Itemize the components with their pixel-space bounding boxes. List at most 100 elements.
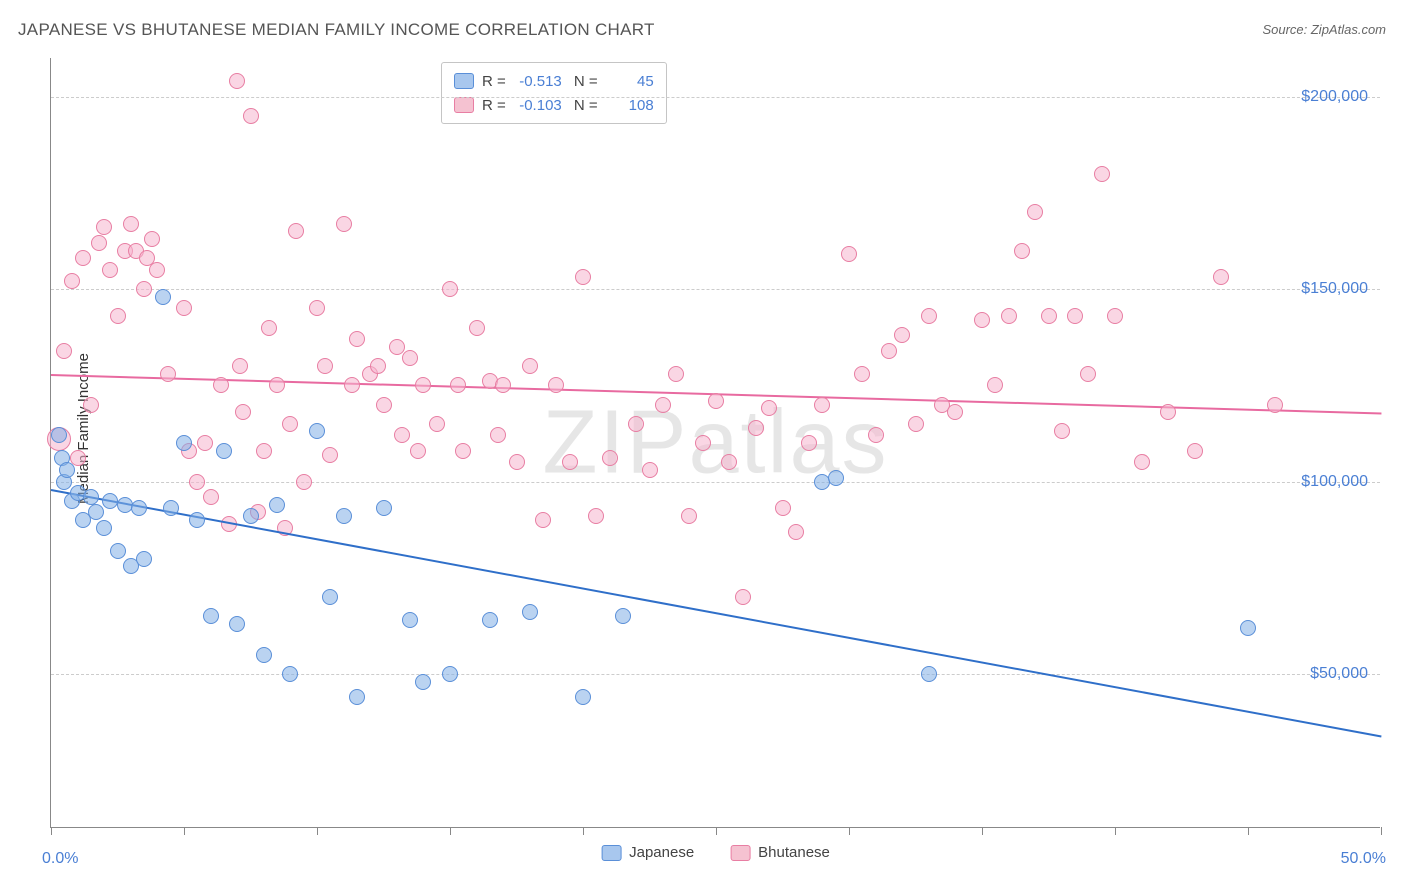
legend-row-japanese: R = -0.513 N = 45 <box>454 69 654 93</box>
data-point-bhutanese <box>509 454 525 470</box>
n-label: N = <box>570 97 598 114</box>
y-tick-label: $200,000 <box>1301 88 1368 106</box>
source-attribution: Source: ZipAtlas.com <box>1262 22 1386 37</box>
data-point-bhutanese <box>908 416 924 432</box>
data-point-bhutanese <box>296 474 312 490</box>
legend-label-bhutanese: Bhutanese <box>758 844 830 861</box>
data-point-bhutanese <box>442 281 458 297</box>
data-point-bhutanese <box>415 377 431 393</box>
legend-item-japanese: Japanese <box>601 844 694 861</box>
data-point-bhutanese <box>402 350 418 366</box>
data-point-bhutanese <box>1094 166 1110 182</box>
data-point-bhutanese <box>735 589 751 605</box>
n-label: N = <box>570 73 598 90</box>
data-point-bhutanese <box>1014 243 1030 259</box>
data-point-bhutanese <box>1080 366 1096 382</box>
data-point-japanese <box>155 289 171 305</box>
data-point-japanese <box>88 504 104 520</box>
n-value-japanese: 45 <box>606 73 654 90</box>
data-point-japanese <box>96 520 112 536</box>
data-point-japanese <box>376 500 392 516</box>
data-point-bhutanese <box>788 524 804 540</box>
data-point-bhutanese <box>203 489 219 505</box>
data-point-bhutanese <box>144 231 160 247</box>
data-point-bhutanese <box>628 416 644 432</box>
x-min-label: 0.0% <box>42 850 78 868</box>
data-point-japanese <box>216 443 232 459</box>
data-point-bhutanese <box>495 377 511 393</box>
x-max-label: 50.0% <box>1341 850 1386 868</box>
data-point-bhutanese <box>1160 404 1176 420</box>
chart-container: JAPANESE VS BHUTANESE MEDIAN FAMILY INCO… <box>0 0 1406 892</box>
data-point-bhutanese <box>176 300 192 316</box>
x-tick <box>51 827 52 835</box>
data-point-bhutanese <box>761 400 777 416</box>
data-point-bhutanese <box>921 308 937 324</box>
data-point-bhutanese <box>801 435 817 451</box>
data-point-japanese <box>1240 620 1256 636</box>
data-point-bhutanese <box>974 312 990 328</box>
data-point-bhutanese <box>389 339 405 355</box>
data-point-bhutanese <box>450 377 466 393</box>
x-tick <box>716 827 717 835</box>
data-point-bhutanese <box>322 447 338 463</box>
data-point-bhutanese <box>269 377 285 393</box>
data-point-bhutanese <box>282 416 298 432</box>
data-point-bhutanese <box>83 397 99 413</box>
gridline <box>51 289 1380 290</box>
data-point-japanese <box>256 647 272 663</box>
data-point-bhutanese <box>256 443 272 459</box>
y-tick-label: $150,000 <box>1301 280 1368 298</box>
x-tick <box>450 827 451 835</box>
x-tick <box>1381 827 1382 835</box>
x-tick <box>583 827 584 835</box>
data-point-bhutanese <box>548 377 564 393</box>
data-point-bhutanese <box>102 262 118 278</box>
data-point-japanese <box>402 612 418 628</box>
data-point-bhutanese <box>309 300 325 316</box>
data-point-bhutanese <box>243 108 259 124</box>
data-point-bhutanese <box>588 508 604 524</box>
data-point-bhutanese <box>160 366 176 382</box>
data-point-japanese <box>243 508 259 524</box>
x-tick <box>1248 827 1249 835</box>
y-tick-label: $50,000 <box>1310 665 1368 683</box>
data-point-bhutanese <box>535 512 551 528</box>
data-point-bhutanese <box>455 443 471 459</box>
data-point-bhutanese <box>490 427 506 443</box>
data-point-bhutanese <box>708 393 724 409</box>
data-point-bhutanese <box>894 327 910 343</box>
r-value-japanese: -0.513 <box>514 73 562 90</box>
swatch-bhutanese <box>730 845 750 861</box>
data-point-japanese <box>176 435 192 451</box>
data-point-bhutanese <box>75 250 91 266</box>
data-point-japanese <box>163 500 179 516</box>
x-tick <box>184 827 185 835</box>
data-point-japanese <box>110 543 126 559</box>
x-tick <box>849 827 850 835</box>
data-point-japanese <box>282 666 298 682</box>
data-point-japanese <box>415 674 431 690</box>
data-point-bhutanese <box>748 420 764 436</box>
gridline <box>51 97 1380 98</box>
data-point-bhutanese <box>841 246 857 262</box>
data-point-bhutanese <box>854 366 870 382</box>
data-point-bhutanese <box>1001 308 1017 324</box>
data-point-japanese <box>309 423 325 439</box>
data-point-bhutanese <box>96 219 112 235</box>
data-point-japanese <box>83 489 99 505</box>
series-legend: Japanese Bhutanese <box>601 844 830 861</box>
x-tick <box>317 827 318 835</box>
swatch-bhutanese <box>454 97 474 113</box>
data-point-japanese <box>322 589 338 605</box>
data-point-japanese <box>269 497 285 513</box>
data-point-bhutanese <box>349 331 365 347</box>
swatch-japanese <box>454 73 474 89</box>
data-point-bhutanese <box>1027 204 1043 220</box>
data-point-japanese <box>349 689 365 705</box>
data-point-bhutanese <box>1134 454 1150 470</box>
data-point-bhutanese <box>410 443 426 459</box>
data-point-bhutanese <box>775 500 791 516</box>
data-point-bhutanese <box>344 377 360 393</box>
data-point-japanese <box>442 666 458 682</box>
